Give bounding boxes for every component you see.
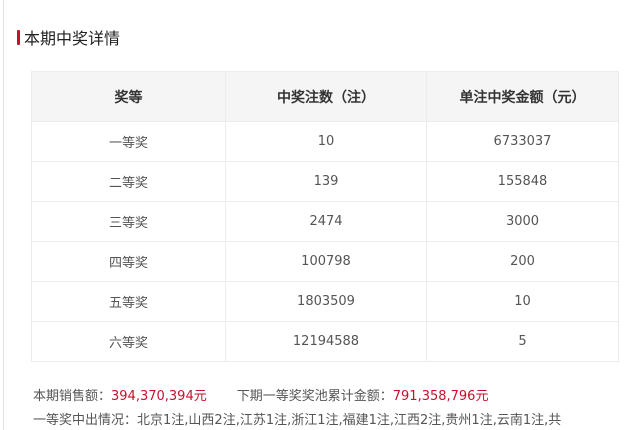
winner-count: 12194588 <box>225 321 427 362</box>
table-row: 六等奖 12194588 5 <box>31 321 619 362</box>
prize-level: 二等奖 <box>31 161 226 202</box>
section-title: 本期中奖详情 <box>17 25 120 49</box>
first-prize-detail: 北京1注,山西2注,江苏1注,浙江1注,福建1注,江西2注,贵州1注,云南1注,… <box>137 413 562 428</box>
prize-amount: 10 <box>426 281 619 322</box>
prize-amount: 5 <box>426 321 619 362</box>
sales-label: 本期销售额： <box>33 389 112 404</box>
left-border <box>3 0 4 430</box>
sales-value: 394,370,394元 <box>111 389 207 404</box>
header-winner-count: 中奖注数（注） <box>225 71 427 122</box>
table-row: 三等奖 2474 3000 <box>31 201 619 242</box>
table-row: 一等奖 10 6733037 <box>31 121 619 162</box>
prize-amount: 6733037 <box>426 121 619 162</box>
header-prize-amount: 单注中奖金额（元） <box>426 71 619 122</box>
prize-level: 四等奖 <box>31 241 226 282</box>
prize-table: 奖等 中奖注数（注） 单注中奖金额（元） 一等奖 10 6733037 二等奖 139 1… <box>31 71 619 362</box>
pool-value: 791,358,796元 <box>392 389 489 404</box>
table-row: 五等奖 1803509 10 <box>31 281 619 322</box>
first-prize-distribution: 一等奖中出情况：北京1注,山西2注,江苏1注,浙江1注,福建1注,江西2注,贵州… <box>33 409 561 428</box>
prize-amount: 3000 <box>426 201 619 242</box>
table-row: 四等奖 100798 200 <box>31 241 619 282</box>
header-prize-level: 奖等 <box>31 71 226 122</box>
winner-count: 100798 <box>225 241 427 282</box>
pool-label: 下期一等奖奖池累计金额： <box>236 389 393 404</box>
winner-count: 1803509 <box>225 281 427 322</box>
winner-count: 139 <box>225 161 427 202</box>
title-accent-bar <box>17 29 20 45</box>
first-prize-label: 一等奖中出情况： <box>33 413 138 428</box>
prize-level: 六等奖 <box>31 321 226 362</box>
sales-info: 本期销售额：394,370,394元 下期一等奖奖池累计金额：791,358,79… <box>33 385 488 404</box>
section-title-text: 本期中奖详情 <box>24 29 121 48</box>
table-row: 二等奖 139 155848 <box>31 161 619 202</box>
prize-amount: 200 <box>426 241 619 282</box>
winner-count: 10 <box>225 121 427 162</box>
prize-level: 五等奖 <box>31 281 226 322</box>
prize-amount: 155848 <box>426 161 619 202</box>
prize-level: 一等奖 <box>31 121 226 162</box>
prize-level: 三等奖 <box>31 201 226 242</box>
winner-count: 2474 <box>225 201 427 242</box>
